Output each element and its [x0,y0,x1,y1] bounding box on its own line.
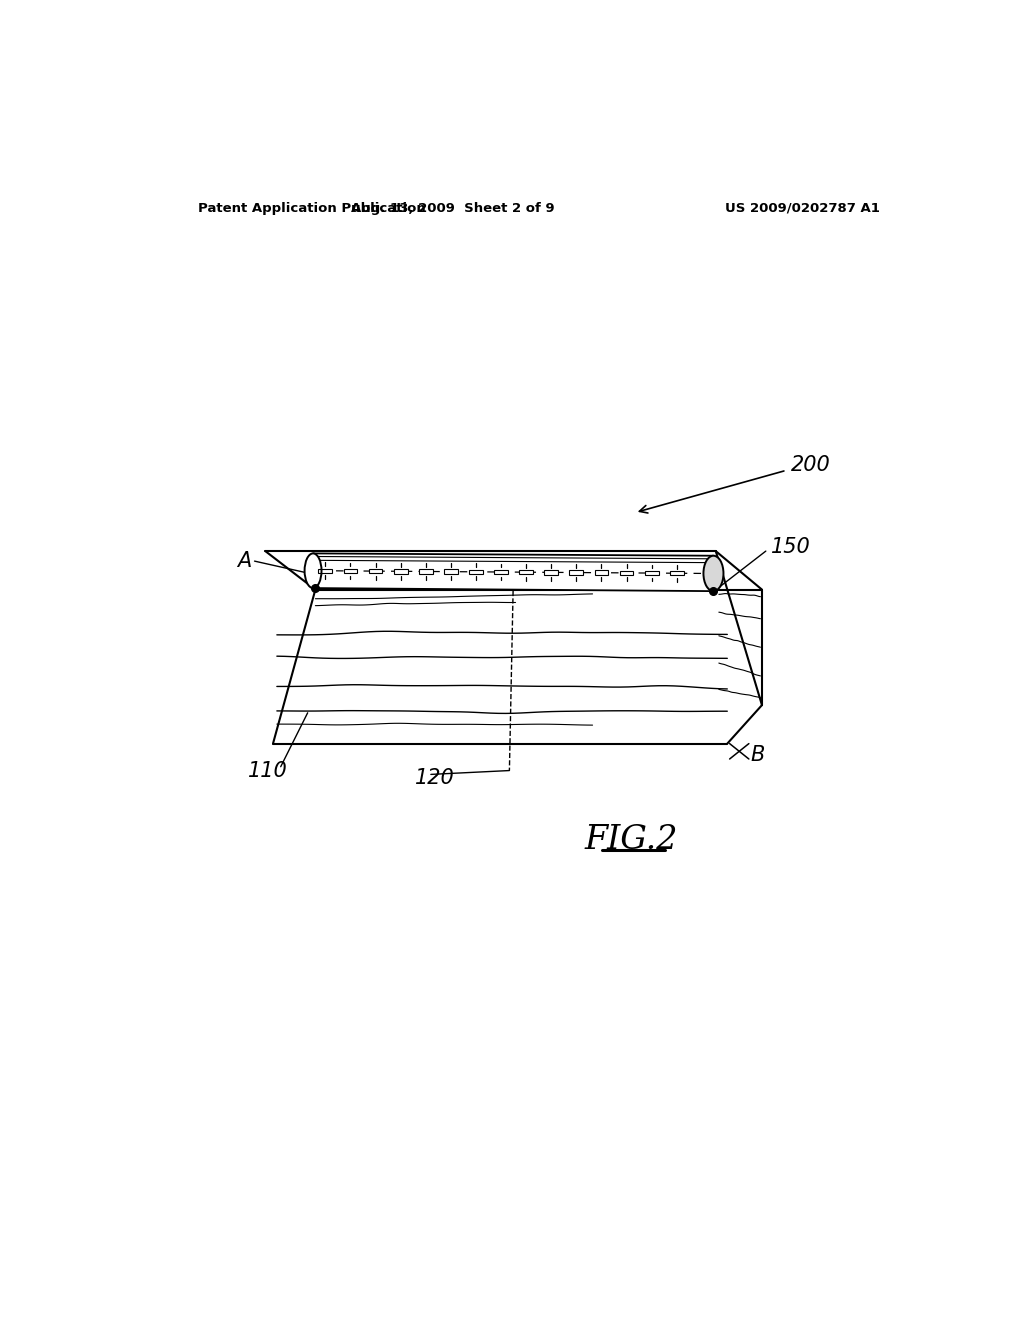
Bar [369,569,383,573]
Ellipse shape [703,556,724,591]
Text: Aug. 13, 2009  Sheet 2 of 9: Aug. 13, 2009 Sheet 2 of 9 [350,202,554,215]
Bar [569,570,584,574]
Text: B: B [751,746,765,766]
Bar [645,570,658,576]
Polygon shape [313,553,714,591]
Text: FIG.2: FIG.2 [585,824,678,855]
Bar [595,570,608,576]
Bar [469,569,483,574]
Bar [444,569,458,574]
Bar [419,569,433,574]
Text: Patent Application Publication: Patent Application Publication [199,202,426,215]
Text: US 2009/0202787 A1: US 2009/0202787 A1 [725,202,880,215]
Text: 120: 120 [415,768,455,788]
Bar [519,570,534,574]
Text: 110: 110 [248,760,288,780]
Bar [670,570,684,576]
Text: 200: 200 [792,455,830,475]
Bar [318,569,332,573]
Bar [344,569,357,573]
Bar [620,570,634,576]
Bar [545,570,558,574]
Ellipse shape [304,553,322,589]
Bar [495,570,508,574]
Text: 150: 150 [771,537,811,557]
Bar [394,569,408,574]
Text: A: A [238,552,252,572]
